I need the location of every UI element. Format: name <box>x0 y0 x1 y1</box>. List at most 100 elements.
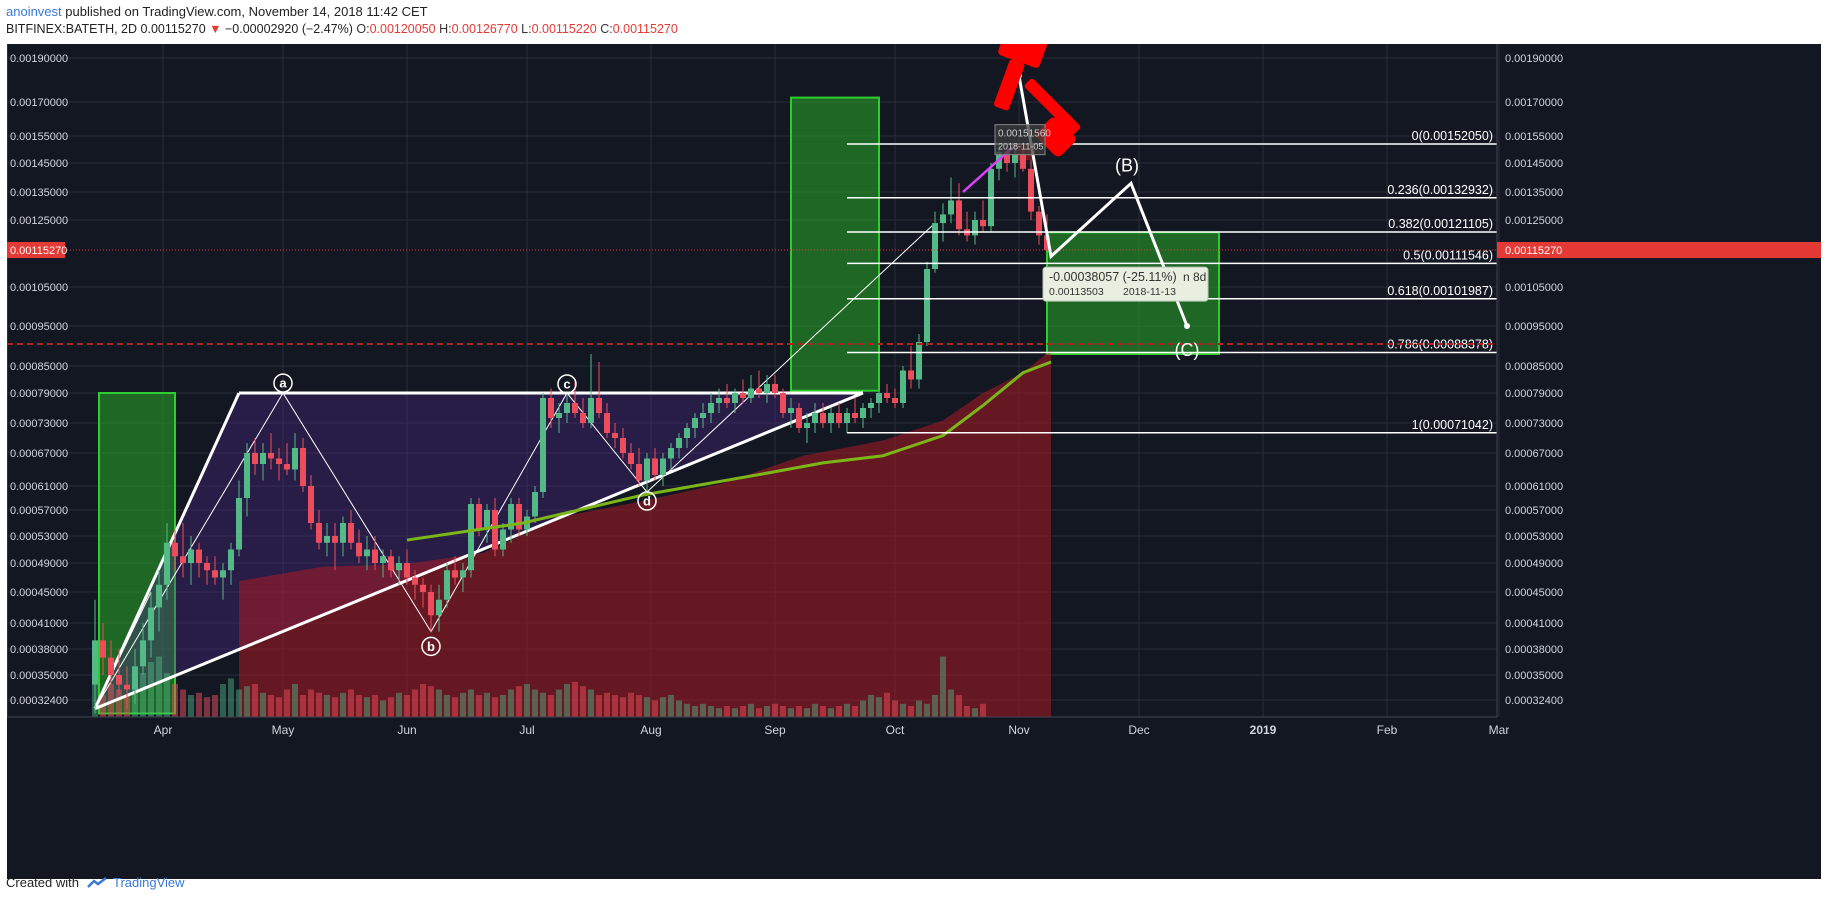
candle-body <box>132 666 138 690</box>
volume-bar <box>916 700 922 717</box>
measure-tooltip-span: n 8d <box>1183 270 1206 284</box>
y-tick-label-left: 0.00067000 <box>10 448 68 460</box>
candle-body <box>636 464 642 481</box>
fib-label: 0.382(0.00121105) <box>1388 217 1493 231</box>
candle-body <box>788 408 794 413</box>
volume-bar <box>620 697 626 717</box>
y-tick-label-left: 0.00038000 <box>10 644 68 656</box>
volume-bar <box>796 706 802 717</box>
open-label: O: <box>356 22 370 36</box>
volume-bar <box>412 689 418 717</box>
candle-body <box>284 464 290 470</box>
gavel-arm <box>1024 78 1081 135</box>
y-tick-label-right: 0.00145000 <box>1505 158 1563 170</box>
volume-bar <box>172 684 178 717</box>
volume-bar <box>700 703 706 717</box>
y-tick-label-right: 0.00053000 <box>1505 531 1563 543</box>
volume-bar <box>388 697 394 717</box>
high-tooltip: 0.00151560 2018-11-05 <box>994 124 1051 156</box>
candle-body <box>260 453 266 464</box>
tradingview-logo-icon <box>87 876 107 888</box>
candle-body <box>316 523 322 543</box>
y-tick-label-right: 0.00085000 <box>1505 361 1563 373</box>
volume-bar <box>164 673 170 717</box>
chart-area[interactable]: 0(0.00152050) 0.236(0.00132932) 0.382(0.00… <box>6 26 1821 879</box>
current-price-tag-left <box>7 242 65 258</box>
y-tick-label-right: 0.00073000 <box>1505 418 1563 430</box>
wave-label-circle <box>421 636 441 657</box>
candle-body <box>836 413 842 423</box>
candle-body <box>364 549 370 557</box>
volume-bar <box>452 697 458 717</box>
symbol-info-bar: BITFINEX:BATETH, 2D 0.00115270 ▼ −0.0000… <box>6 22 678 36</box>
candle-body <box>212 570 218 578</box>
volume-bar <box>324 695 330 717</box>
candle-body <box>324 536 330 543</box>
candle-body <box>196 549 202 563</box>
current-price-tag-right <box>1497 242 1821 258</box>
candle-body <box>644 458 650 481</box>
candle-body <box>572 403 578 413</box>
candle-body <box>332 536 338 543</box>
price-chart[interactable]: 0(0.00152050) 0.236(0.00132932) 0.382(0.00… <box>6 26 1821 879</box>
volume-bar <box>476 695 482 717</box>
candle-body <box>828 413 834 423</box>
author-link[interactable]: anoinvest <box>6 4 62 19</box>
candle-body <box>100 640 106 658</box>
volume-bar <box>316 692 322 717</box>
candle-body <box>956 200 962 230</box>
candle-body <box>116 675 122 685</box>
candle-body <box>876 393 882 403</box>
candle-body <box>516 504 522 530</box>
candle-body <box>548 398 554 418</box>
volume-bar <box>780 706 786 717</box>
volume-bar <box>156 656 162 717</box>
candle-body <box>372 549 378 563</box>
wave-label-text: b <box>427 639 435 654</box>
wave-label-text: d <box>643 494 651 509</box>
volume-bar <box>180 689 186 717</box>
high-tooltip-date: 2018-11-05 <box>998 142 1043 152</box>
volume-bar <box>692 706 698 717</box>
y-tick-label-left: 0.00105000 <box>10 282 68 294</box>
candle-body <box>588 398 594 423</box>
measure-tooltip-price: 0.00113503 <box>1049 286 1104 298</box>
volume-bar <box>468 689 474 717</box>
volume-bar <box>244 686 250 717</box>
volume-bar <box>564 684 570 717</box>
y-tick-label-left: 0.00053000 <box>10 531 68 543</box>
candle-body <box>124 684 130 690</box>
candle-body <box>108 657 114 675</box>
volume-bar <box>844 703 850 717</box>
volume-bar <box>612 695 618 717</box>
candle-body <box>540 398 546 492</box>
volume-bar <box>188 695 194 717</box>
candle-body <box>820 413 826 423</box>
volume-bar <box>140 673 146 717</box>
wave-label-text: c <box>563 377 570 392</box>
fib-label: 0.5(0.00111546) <box>1403 248 1493 262</box>
volume-bar <box>836 706 842 717</box>
volume-bar <box>716 708 722 717</box>
x-tick-label: Jul <box>519 723 534 737</box>
candle-body <box>356 542 362 557</box>
y-tick-label-left: 0.00035000 <box>10 670 68 682</box>
candle-body <box>804 423 810 428</box>
y-tick-label-right: 0.00079000 <box>1505 388 1563 400</box>
volume-bar <box>428 686 434 717</box>
candle-body <box>860 408 866 418</box>
y-tick-label-left: 0.00085000 <box>10 361 68 373</box>
volume-bar <box>332 697 338 717</box>
volume-bar <box>348 689 354 717</box>
x-tick-label: 2019 <box>1250 723 1277 737</box>
y-tick-label-left: 0.00057000 <box>10 505 68 517</box>
candle-body <box>556 413 562 418</box>
candle-body <box>884 393 890 398</box>
volume-bar <box>500 695 506 717</box>
y-tick-label-left: 0.00145000 <box>10 158 68 170</box>
candle-body <box>388 556 394 571</box>
volume-bar <box>652 700 658 717</box>
tradingview-link[interactable]: TradingView <box>112 875 185 890</box>
y-tick-label-left: 0.00049000 <box>10 558 68 570</box>
